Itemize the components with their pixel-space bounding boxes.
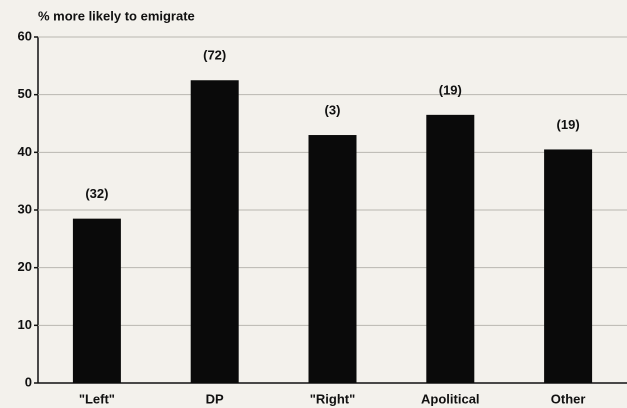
x-tick-label: "Right" — [310, 391, 356, 406]
bar — [426, 114, 475, 383]
bar-label: (19) — [557, 117, 580, 132]
y-tick-label: 20 — [18, 259, 32, 274]
bar-label: (32) — [85, 186, 108, 201]
y-tick-label: 30 — [18, 201, 32, 216]
bar — [544, 149, 593, 383]
y-tick-label: 10 — [18, 317, 32, 332]
y-tick-label: 0 — [25, 374, 32, 389]
x-tick-label: Apolitical — [421, 391, 480, 406]
y-tick-label: 40 — [18, 144, 32, 159]
x-tick-label: Other — [551, 391, 586, 406]
bar — [308, 135, 357, 383]
x-tick-label: "Left" — [79, 391, 115, 406]
bar — [72, 218, 121, 383]
bar-label: (3) — [325, 102, 341, 117]
y-tick-label: 60 — [18, 28, 32, 43]
bar — [190, 80, 239, 383]
x-tick-label: DP — [206, 391, 224, 406]
y-axis-label: % more likely to emigrate — [38, 8, 195, 23]
bar-label: (19) — [439, 82, 462, 97]
y-tick-label: 50 — [18, 86, 32, 101]
bar-label: (72) — [203, 48, 226, 63]
